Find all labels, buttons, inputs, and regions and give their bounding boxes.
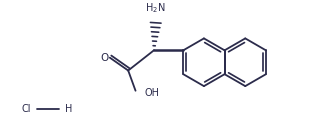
Text: H: H bbox=[65, 104, 73, 114]
Text: H$_2$N: H$_2$N bbox=[145, 1, 165, 15]
Text: O: O bbox=[100, 53, 108, 63]
Text: OH: OH bbox=[145, 88, 160, 98]
Text: Cl: Cl bbox=[22, 104, 31, 114]
